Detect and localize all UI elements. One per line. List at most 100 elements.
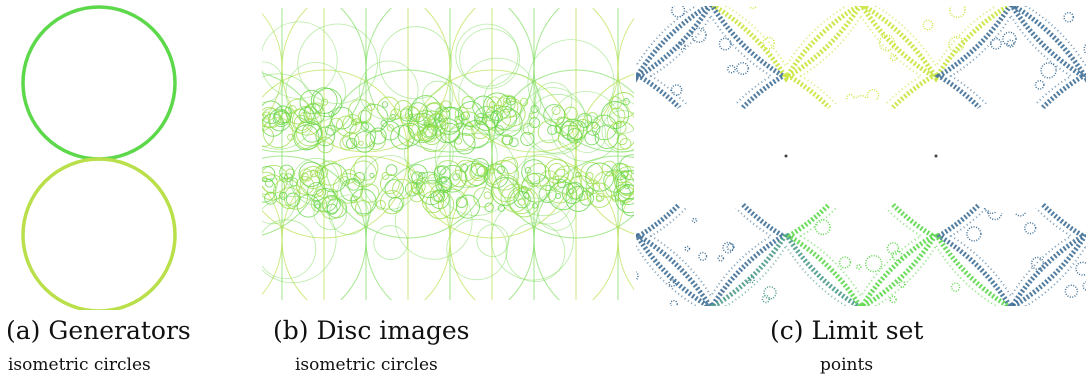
limit-set-gap [1028,98,1086,214]
disc-circle-medium [527,93,589,155]
disc-circle-small [288,108,313,134]
disc-circle-small [315,126,336,147]
disc-circle-small [532,202,538,209]
panel-generators: (a) Generators isometric circles [0,0,191,388]
disc-circle-small [326,188,339,201]
disc-circle-small [618,154,634,181]
disc-circle-medium [313,196,348,231]
disc-circle-small [527,163,551,187]
disc-circle-small [475,112,488,126]
limit-set-loop [691,217,698,224]
disc-circle [575,73,634,235]
limit-set-loop [922,19,934,31]
caption-limit-set: (c) Limit set [770,316,924,345]
disc-circle-small [499,100,526,127]
disc-circle-small [461,95,475,110]
disc-circle-medium [379,26,452,100]
disc-circle-medium [422,80,454,113]
disc-circle-small [610,92,634,119]
disc-circle-small [601,160,618,177]
limit-set-loop [747,276,755,284]
disc-circle-small [603,169,627,193]
disc-circle-small [470,164,486,179]
disc-circle-small [521,159,547,185]
disc-circle-small [429,113,444,129]
disc-circle-small [353,131,376,153]
disc-circle-small [437,188,469,219]
caption-disc-images: (b) Disc images [273,316,470,345]
disc-circle-medium [527,39,615,127]
disc-circle-small [483,191,492,200]
limit-set-loop [761,294,771,304]
disc-circle-medium [404,129,454,179]
disc-circle-small [377,96,400,120]
disc-circle-small [360,183,380,203]
disc-circle-medium [459,28,520,89]
disc-circle-small [300,172,309,181]
disc-circle-small [368,141,375,147]
disc-circle-small [369,172,375,179]
disc-circle-small [410,179,426,195]
disc-circle-small [448,123,476,151]
disc-circle-small [380,119,388,127]
disc-circle-small [262,111,272,120]
disc-circle-medium [524,139,576,191]
disc-circle-small [473,106,499,131]
limit-set-loop [1075,261,1086,276]
limit-set-loop [1064,284,1079,298]
limit-set-loop [878,34,896,52]
limit-set-loop [748,6,758,10]
disc-circle-small [347,177,360,191]
disc-circle-medium [534,82,573,121]
disc-circle-small [293,124,320,151]
limit-set-arc-inner [724,244,848,306]
disc-circle-small [551,105,561,115]
disc-circle-small [520,185,528,194]
disc-circle-small [375,199,386,210]
disc-circle-small [616,134,628,146]
disc-circle-small [585,179,601,194]
generators-figure [21,5,177,310]
disc-circle-medium [434,132,518,216]
disc-circle-small [619,137,632,150]
disc-circle-medium [262,73,317,150]
disc-circle-small [262,100,283,124]
disc-circle-small [454,106,469,121]
limit-set-arc [1009,6,1086,83]
disc-circle-small [500,156,519,175]
disc-circle-small [591,114,618,141]
disc-circle-small [508,137,519,148]
limit-set-loop [855,264,862,270]
disc-circle-small [389,114,397,121]
disc-circle-small [386,124,395,132]
disc-circle-small [496,165,505,175]
disc-circle-small [469,163,487,182]
disc-circle-small [315,188,324,197]
disc-circle-small [606,121,634,151]
disc-circle-small [264,191,278,205]
limit-set-arc [636,229,713,306]
disc-circle-small [584,130,600,146]
disc-circle-small [425,190,455,220]
limit-set-loop [1082,281,1086,291]
caption-generators: (a) Generators [6,316,191,345]
limit-set-loop [950,282,961,292]
limit-set-arc [859,229,1013,306]
limit-set-loop [698,251,708,261]
disc-circle-small [262,113,285,137]
disc-circle-small [262,117,294,148]
limit-set-loop [1040,62,1057,79]
disc-circle-small [279,191,288,200]
disc-circle-small [303,103,325,125]
disc-circle-small [348,99,373,124]
disc-circle-small [390,108,402,120]
limit-set-loop [1006,39,1015,48]
disc-circle-small [339,136,354,151]
disc-circle-small [489,168,496,175]
disc-circle-small [296,194,321,218]
disc-circle-small [299,168,313,182]
disc-circle [617,189,634,291]
disc-circle-small [380,120,401,141]
disc-circle-small [488,101,497,109]
disc-circle-small [348,121,377,149]
